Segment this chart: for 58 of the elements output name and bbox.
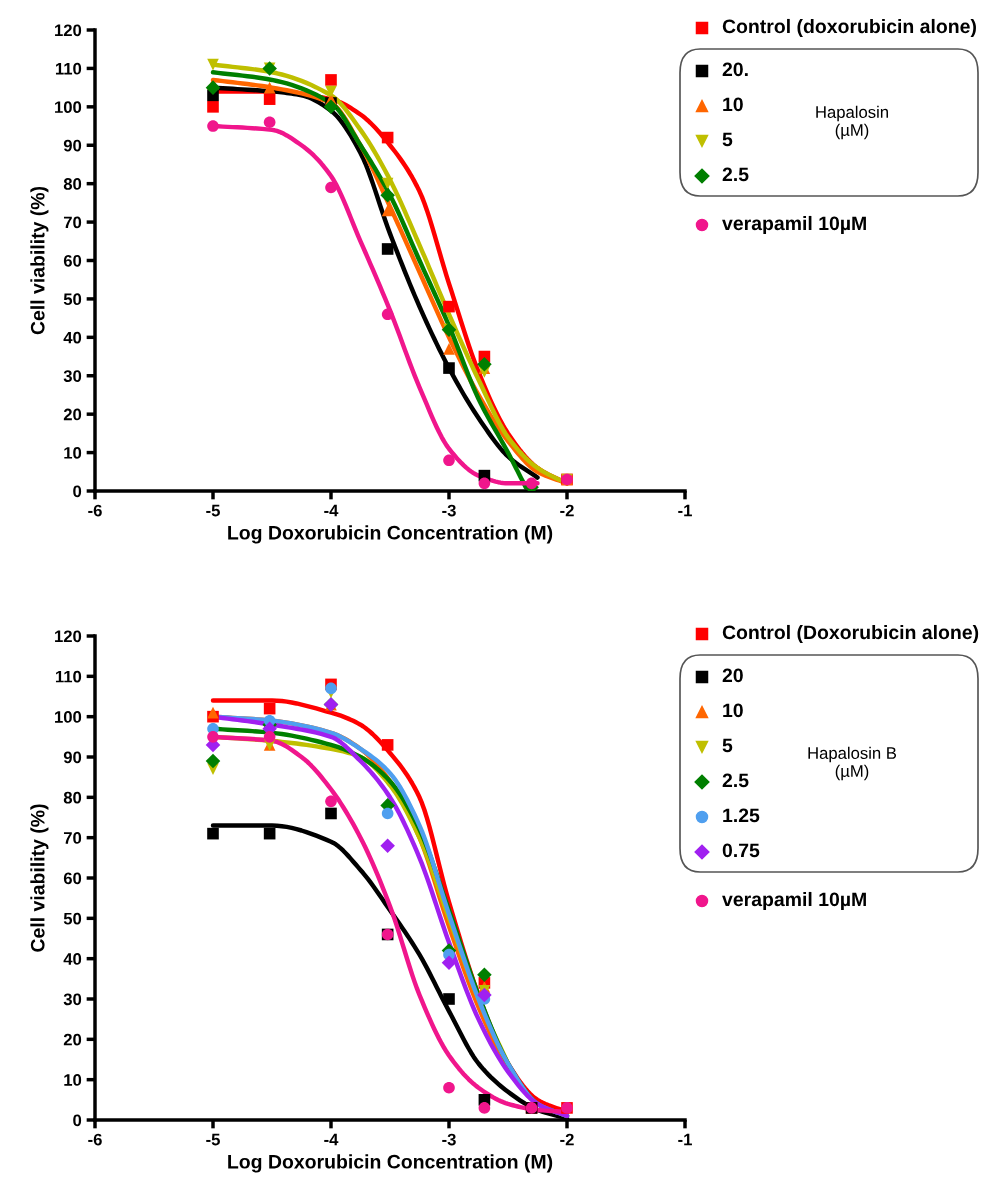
legend-title: Hapalosin B (µM) (808, 746, 897, 781)
y-tick-label: 70 (63, 216, 82, 229)
y-tick-label: 40 (63, 953, 82, 965)
legend-label: Control (Doxorubicin alone) (722, 624, 979, 644)
legend-title: Hapalosin (µM) (816, 105, 888, 140)
legend-label: 1.25 (723, 808, 760, 823)
y-tick-label: 10 (64, 446, 82, 459)
legend-label: 20 (722, 668, 743, 683)
legend-label: 5 (722, 132, 733, 147)
y-tick-label: 40 (63, 331, 82, 344)
y-tick-label: 60 (63, 254, 82, 267)
legend-label: 10 (723, 703, 743, 718)
y-tick-label: 120 (55, 630, 82, 643)
x-tick-label: -2 (560, 1133, 574, 1146)
y-tick-label: 50 (63, 293, 82, 306)
x-tick-label: -6 (88, 504, 102, 517)
legend-label: 20. (722, 62, 748, 77)
y-tick-label: 30 (63, 993, 82, 1006)
y-tick-label: 30 (63, 370, 82, 382)
y-tick-label: 60 (63, 872, 82, 885)
legend-label: verapamil 10µM (722, 891, 866, 911)
x-tick-label: -6 (88, 1133, 102, 1146)
y-tick-label: 110 (55, 670, 82, 683)
y-tick-label: 100 (55, 101, 82, 114)
x-tick-label: -3 (442, 504, 456, 517)
legend-label: 5 (722, 738, 733, 753)
x-tick-label: -4 (324, 504, 339, 517)
y-tick-label: 0 (73, 485, 82, 498)
x-tick-label: -1 (678, 504, 692, 517)
y-axis-title: Cell viability (%) (30, 186, 49, 335)
legend-label: 10 (723, 97, 743, 112)
legend-label: Control (doxorubicin alone) (722, 18, 976, 38)
y-tick-label: 80 (63, 178, 82, 190)
x-axis-title: Log Doxorubicin Concentration (M) (228, 525, 553, 544)
x-tick-label: -5 (206, 1133, 220, 1146)
y-tick-label: 10 (64, 1074, 82, 1086)
x-tick-label: -3 (442, 1133, 456, 1146)
y-tick-label: 90 (63, 751, 82, 764)
y-tick-label: 20 (63, 1033, 82, 1046)
legend-label: 2.5 (722, 167, 749, 182)
legend-label: 2.5 (722, 773, 749, 788)
y-tick-label: 120 (55, 24, 82, 37)
x-axis-title: Log Doxorubicin Concentration (M) (228, 1154, 553, 1173)
y-tick-label: 0 (73, 1114, 82, 1127)
y-tick-label: 50 (63, 912, 82, 925)
y-tick-label: 110 (55, 62, 82, 75)
y-tick-label: 20 (63, 408, 82, 421)
legend-label: verapamil 10µM (722, 215, 866, 235)
y-axis-title: Cell viability (%) (30, 804, 49, 952)
x-tick-label: -1 (678, 1133, 692, 1146)
x-tick-label: -2 (560, 504, 574, 517)
y-tick-label: 70 (63, 832, 82, 844)
x-tick-label: -5 (206, 504, 220, 517)
x-tick-label: -4 (324, 1133, 339, 1146)
y-tick-label: 80 (63, 791, 82, 804)
y-tick-label: 90 (63, 139, 82, 152)
legend-label: 0.75 (722, 843, 760, 858)
y-tick-label: 100 (55, 711, 82, 723)
